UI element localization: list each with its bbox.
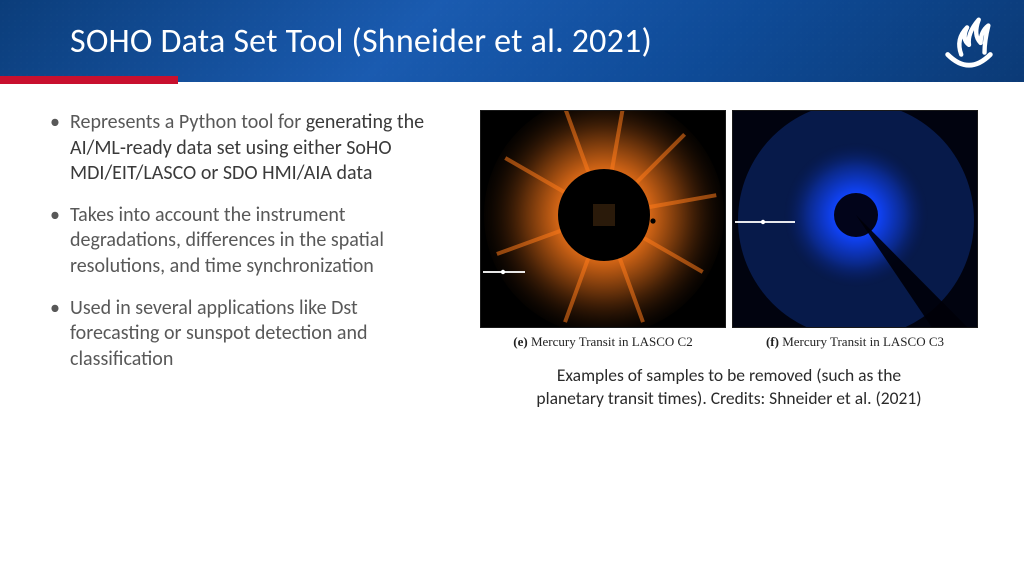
bullet-list: Represents a Python tool for generating … — [50, 110, 450, 410]
bullet-item: Takes into account the instrument degrad… — [50, 203, 450, 280]
slide-title: SOHO Data Set Tool (Shneider et al. 2021… — [0, 21, 652, 62]
slide-header: SOHO Data Set Tool (Shneider et al. 2021… — [0, 0, 1024, 82]
coronagraph-image — [480, 110, 726, 328]
figure-panel: (f) Mercury Transit in LASCO C3 — [732, 110, 978, 350]
bullet-item: Represents a Python tool for generating … — [50, 110, 450, 187]
flame-bowl-logo — [938, 10, 1000, 72]
subcaption: (f) Mercury Transit in LASCO C3 — [732, 334, 978, 350]
accent-bar — [0, 76, 178, 84]
bullet-item: Used in several applications like Dst fo… — [50, 296, 450, 373]
coronagraph-image — [732, 110, 978, 328]
figure-area: (e) Mercury Transit in LASCO C2 (f) Mercu… — [468, 110, 990, 410]
slide-body: Represents a Python tool for generating … — [0, 82, 1024, 410]
figure-caption: Examples of samples to be removed (such … — [536, 364, 921, 410]
figure-panel: (e) Mercury Transit in LASCO C2 — [480, 110, 726, 350]
subcaption: (e) Mercury Transit in LASCO C2 — [480, 334, 726, 350]
